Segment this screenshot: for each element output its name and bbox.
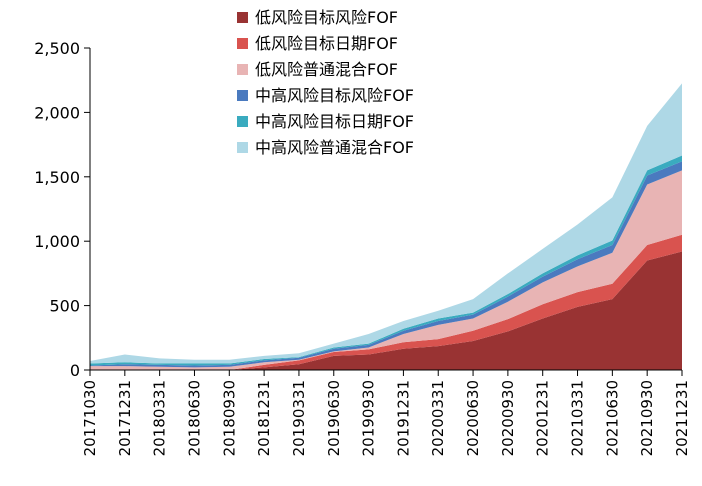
legend-swatch [237, 116, 248, 127]
y-tick-label: 2,500 [34, 39, 80, 58]
x-tick-label: 20180331 [151, 380, 169, 456]
y-tick-label: 500 [49, 297, 80, 316]
area-series-2 [90, 234, 682, 370]
x-tick-label: 20171231 [116, 380, 134, 456]
x-tick-label: 20201231 [534, 380, 552, 456]
legend-swatch [237, 64, 248, 75]
legend-label: 低风险目标日期FOF [255, 34, 398, 53]
x-tick-label: 20190930 [360, 380, 378, 456]
x-tick-label: 20210331 [569, 380, 587, 456]
x-tick-label: 20180630 [185, 380, 203, 456]
x-tick-label: 20210630 [603, 380, 621, 456]
legend-label: 低风险目标风险FOF [255, 8, 398, 27]
y-tick-label: 1,000 [34, 232, 80, 251]
legend-label: 中高风险目标日期FOF [255, 112, 414, 131]
x-tick-label: 20190331 [290, 380, 308, 456]
legend-swatch [237, 90, 248, 101]
legend-label: 中高风险普通混合FOF [255, 138, 414, 157]
legend-label: 中高风险目标风险FOF [255, 86, 414, 105]
x-tick-label: 20190630 [325, 380, 343, 456]
x-tick-label: 20200331 [429, 380, 447, 456]
legend-swatch [237, 142, 248, 153]
y-tick-label: 1,500 [34, 168, 80, 187]
x-tick-label: 20191231 [394, 380, 412, 456]
x-tick-label: 20200930 [499, 380, 517, 456]
y-tick-label: 0 [70, 361, 80, 380]
x-tick-label: 20200630 [464, 380, 482, 456]
x-tick-label: 20210930 [638, 380, 656, 456]
area-series-group [90, 83, 682, 370]
x-tick-label: 20211231 [673, 380, 691, 456]
x-tick-label: 20180930 [220, 380, 238, 456]
x-tick-label: 20171030 [81, 380, 99, 456]
legend-swatch [237, 38, 248, 49]
x-axis: 20171030 20171231 20180331 20180630 20180930… [81, 369, 691, 456]
y-axis: 0 500 1,000 1,500 2,000 2,500 [34, 39, 91, 380]
legend-swatch [237, 12, 248, 23]
legend: 低风险目标风险FOF 低风险目标日期FOF 低风险普通混合FOF 中高风险目标风险FO… [237, 8, 414, 157]
x-tick-label: 20181231 [255, 380, 273, 456]
area-series-1 [90, 251, 682, 370]
legend-label: 低风险普通混合FOF [255, 60, 398, 79]
y-tick-label: 2,000 [34, 103, 80, 122]
